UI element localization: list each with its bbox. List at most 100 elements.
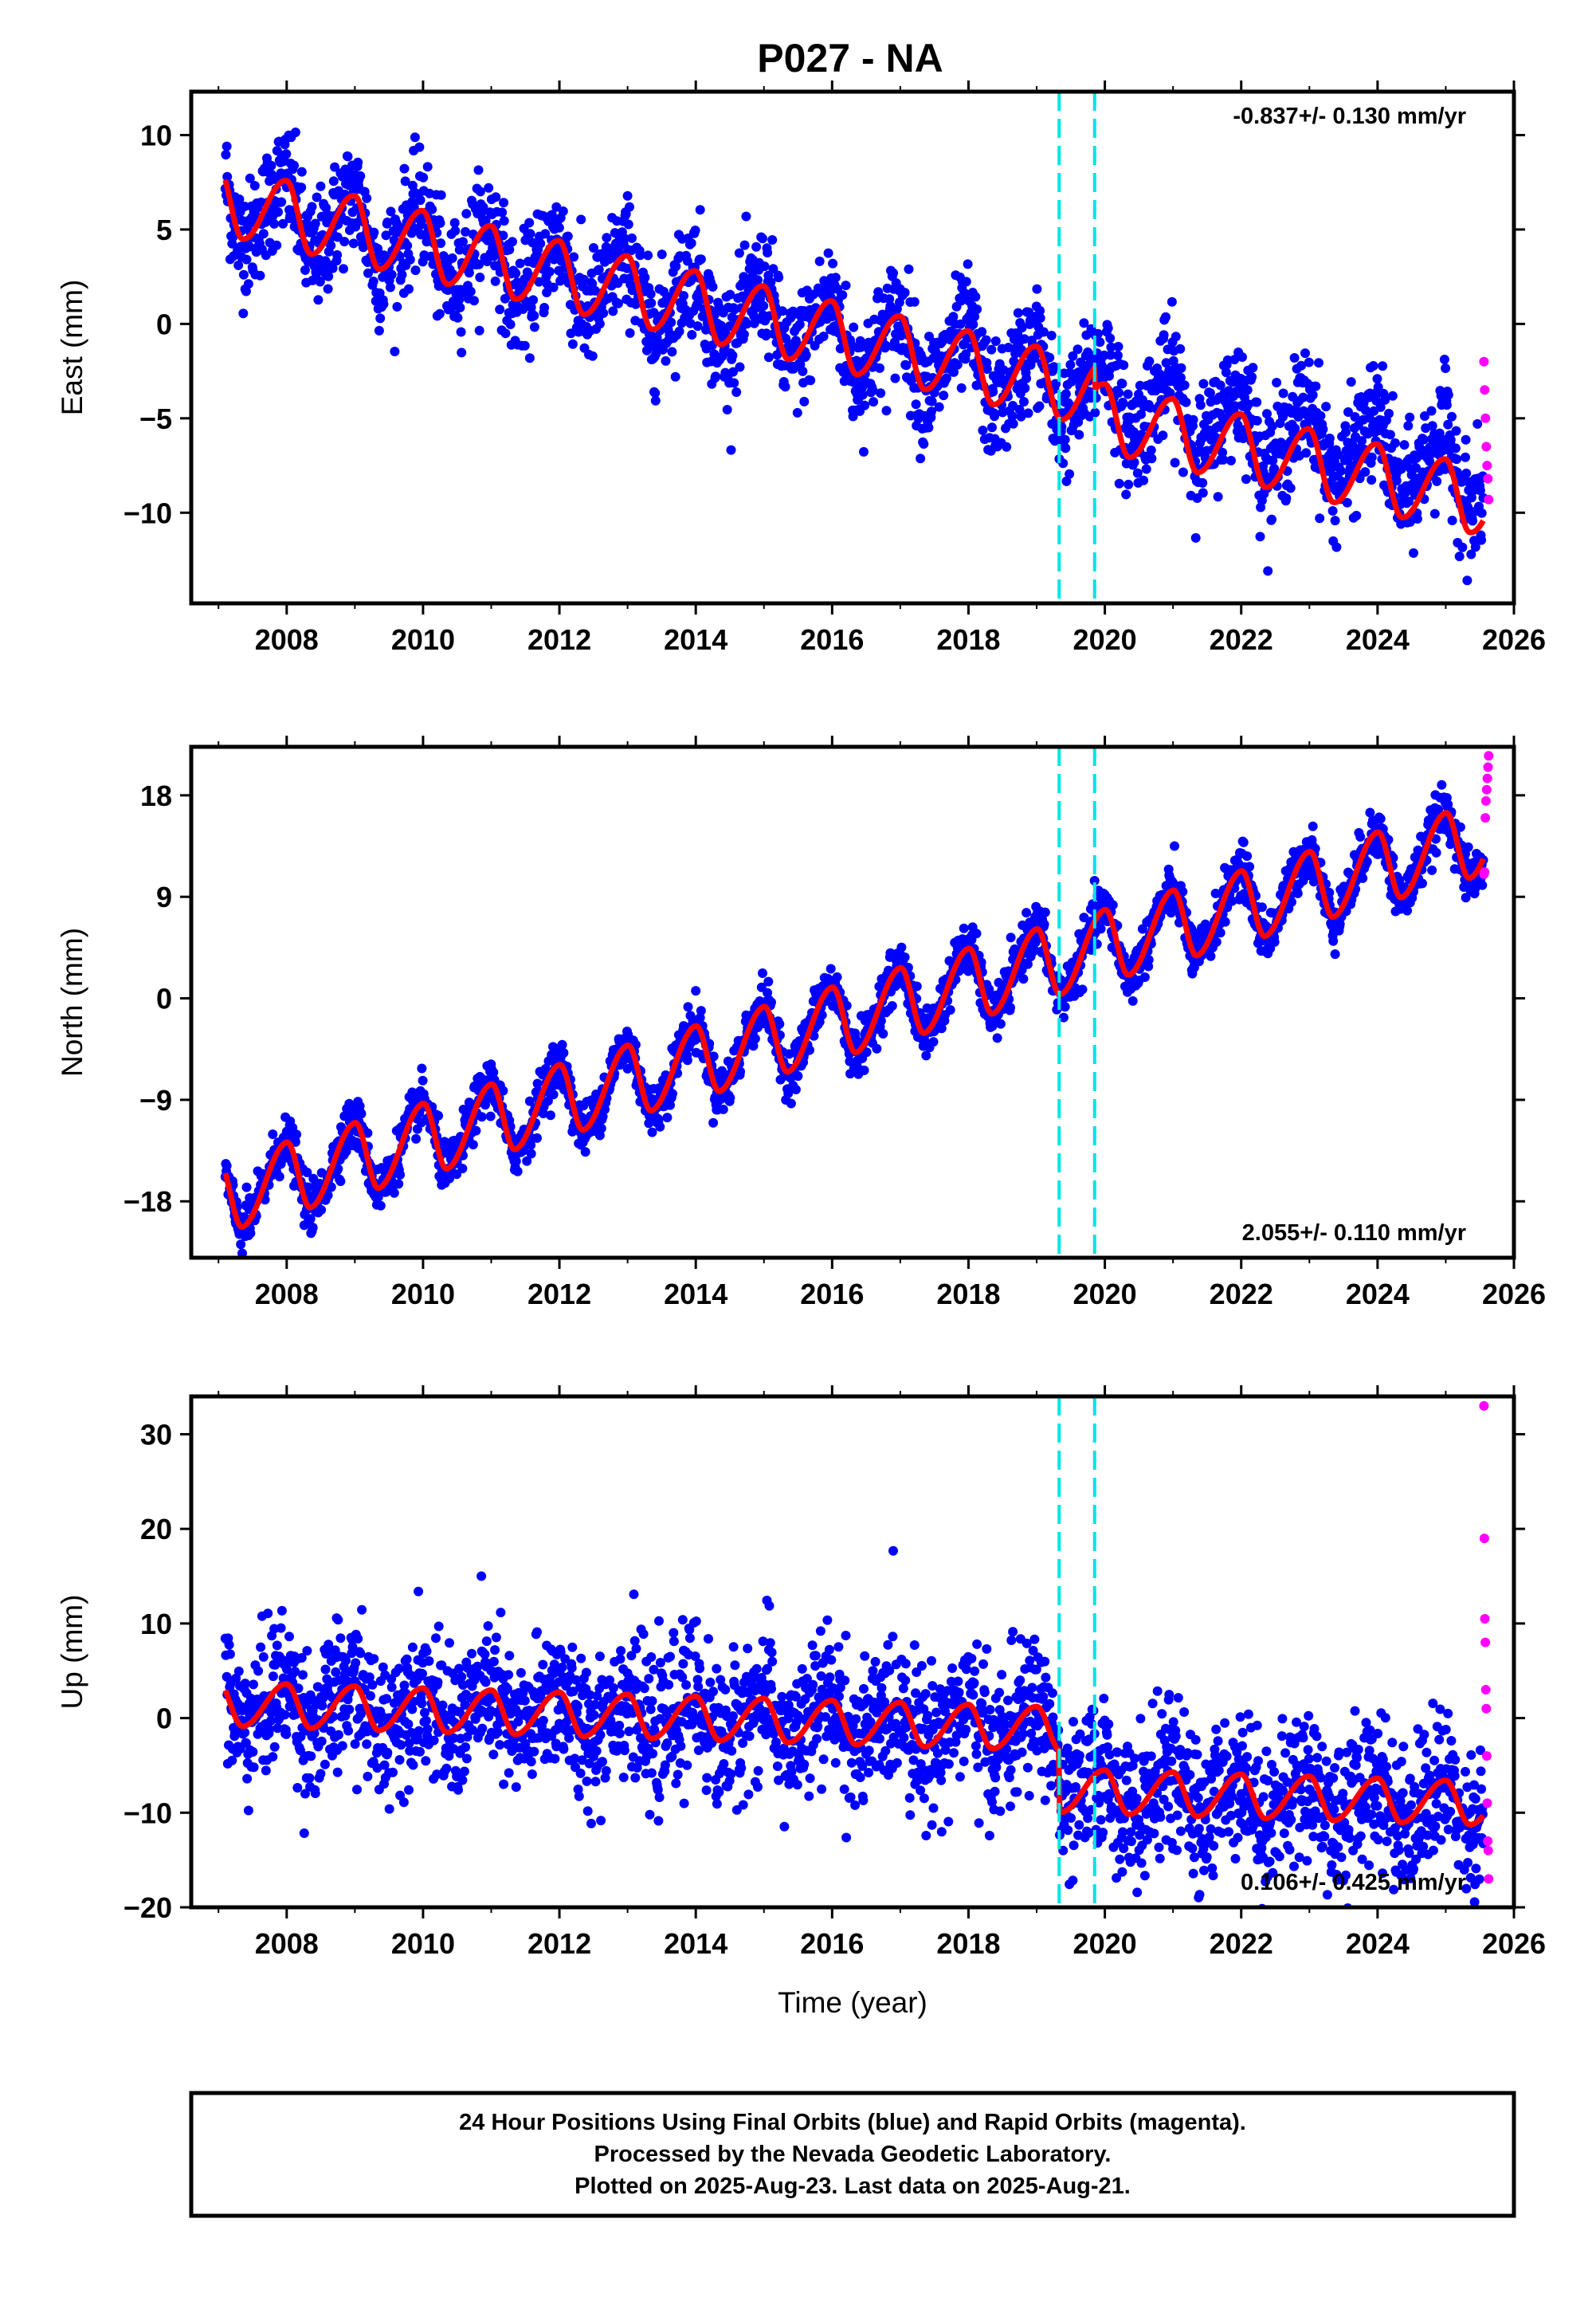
data-point: [1385, 430, 1395, 440]
data-point: [798, 366, 808, 376]
data-point: [830, 273, 841, 283]
data-point: [1351, 510, 1362, 520]
data-point: [748, 1041, 759, 1051]
data-point: [1039, 919, 1049, 929]
data-point: [1218, 454, 1229, 465]
data-point: [222, 1160, 232, 1171]
data-point: [1405, 412, 1415, 422]
data-point: [1060, 434, 1070, 445]
data-point: [323, 1190, 333, 1200]
data-point: [837, 290, 848, 300]
data-point: [794, 320, 805, 330]
data-point: [385, 282, 395, 293]
data-point: [1096, 924, 1106, 934]
data-point: [499, 216, 509, 226]
data-point: [884, 294, 895, 304]
data-point: [1095, 337, 1105, 348]
data-point: [538, 1109, 548, 1118]
data-point: [402, 241, 413, 251]
data-point: [1335, 919, 1345, 929]
data-point: [1346, 377, 1356, 387]
data-point: [1215, 380, 1225, 391]
data-point: [687, 330, 697, 340]
data-point: [497, 207, 508, 218]
data-point: [1227, 896, 1237, 906]
data-point: [1412, 514, 1422, 524]
data-point: [711, 371, 721, 382]
data-point: [454, 245, 465, 255]
data-point: [1466, 549, 1476, 560]
data-point: [1476, 535, 1487, 545]
data-point: [921, 1050, 931, 1061]
data-point: [512, 1166, 523, 1176]
data-point: [683, 1002, 693, 1012]
data-point: [418, 172, 429, 183]
data-point: [718, 1104, 728, 1114]
data-point: [1139, 475, 1149, 485]
data-point: [825, 964, 836, 974]
data-point: [363, 1128, 373, 1138]
data-point: [1178, 467, 1188, 477]
data-point: [363, 268, 373, 278]
data-point: [945, 1005, 955, 1015]
data-point: [1454, 552, 1465, 562]
data-point: [674, 326, 684, 336]
data-point: [454, 295, 465, 305]
data-point: [369, 227, 379, 238]
data-point: [961, 277, 971, 287]
data-point: [532, 1078, 543, 1089]
data-point: [1327, 506, 1338, 516]
data-point: [245, 1228, 256, 1239]
data-point: [708, 1051, 719, 1062]
data-point: [876, 1015, 886, 1026]
data-point: [887, 1001, 897, 1011]
data-point: [984, 984, 994, 995]
data-point: [735, 362, 745, 372]
data-point: [241, 1182, 252, 1192]
data-point: [1165, 388, 1175, 399]
data-point: [900, 952, 910, 962]
data-point: [256, 197, 266, 207]
data-point: [404, 284, 414, 294]
data-point: [1205, 388, 1215, 399]
data-point: [1298, 392, 1308, 403]
data-point: [1161, 358, 1171, 368]
data-point: [790, 1085, 801, 1094]
data-point: [1114, 478, 1124, 489]
data-point: [1243, 399, 1253, 410]
data-point: [452, 1169, 462, 1180]
data-point: [410, 265, 421, 276]
data-point: [1461, 452, 1470, 462]
data-point: [471, 1125, 481, 1136]
x-tick-label: 2020: [1073, 623, 1137, 656]
data-point: [525, 229, 535, 239]
data-point: [547, 210, 557, 220]
data-point: [268, 1129, 278, 1140]
rapid-point: [1479, 356, 1489, 367]
data-point: [418, 1075, 428, 1086]
data-point: [1242, 851, 1253, 862]
data-point: [876, 388, 886, 399]
data-point: [1090, 407, 1100, 418]
data-point: [410, 132, 420, 143]
data-point: [971, 292, 981, 302]
data-point: [1072, 344, 1083, 355]
data-point: [324, 271, 334, 281]
data-point: [255, 270, 265, 281]
plot-frame: [189, 89, 1516, 606]
data-point: [911, 399, 921, 410]
data-point: [1058, 1012, 1069, 1023]
data-point: [763, 352, 774, 363]
data-point: [546, 1110, 555, 1121]
data-point: [375, 1200, 386, 1211]
data-point: [1343, 407, 1353, 417]
data-point: [296, 167, 307, 177]
x-tick-label: 2022: [1210, 623, 1273, 656]
data-point: [394, 1179, 404, 1189]
data-point: [290, 128, 300, 137]
data-point: [987, 422, 997, 433]
data-point: [857, 390, 868, 400]
data-point: [1451, 426, 1461, 436]
data-point: [245, 242, 255, 252]
data-point: [1144, 356, 1155, 367]
